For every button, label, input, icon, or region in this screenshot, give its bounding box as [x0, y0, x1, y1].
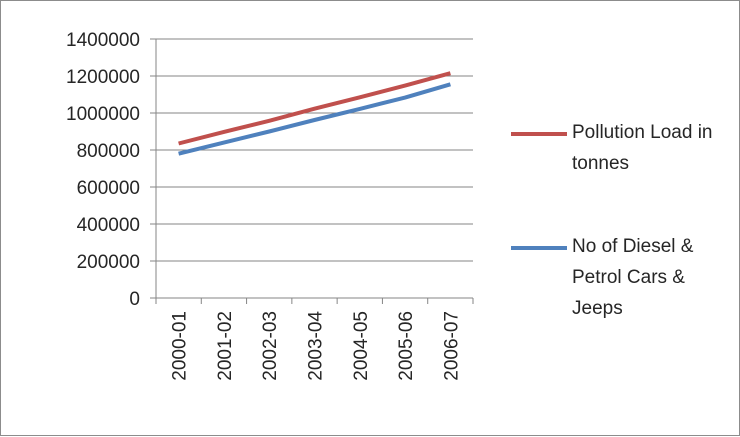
y-tick-label-0: 0 — [129, 289, 140, 310]
series-lines — [178, 71, 451, 156]
legend-swatch-series-2 — [511, 246, 567, 250]
y-tick-labels: 0 200000 400000 600000 800000 1000000 1200000 1… — [66, 30, 140, 310]
x-tick-label-6: 2006-07 — [441, 311, 462, 381]
y-tick-label-4: 800000 — [77, 141, 140, 162]
gridlines — [156, 38, 473, 262]
legend-swatch-series-1 — [511, 132, 567, 136]
x-tick-label-0: 2000-01 — [170, 311, 191, 381]
legend-label-series-1: Pollution Load in tonnes — [572, 122, 713, 174]
x-tick-label-5: 2005-06 — [396, 311, 417, 381]
y-tick-label-1: 200000 — [77, 252, 140, 273]
series-line-1 — [178, 71, 451, 146]
x-tick-label-1: 2001-02 — [215, 311, 236, 381]
y-tick-label-5: 1000000 — [66, 104, 140, 125]
y-tick-label-3: 600000 — [77, 178, 140, 199]
y-tick-label-7: 1400000 — [66, 30, 140, 51]
y-tick-label-2: 400000 — [77, 215, 140, 236]
legend-label-series-2: No of Diesel & Petrol Cars & Jeeps — [572, 236, 694, 319]
y-tick-label-6: 1200000 — [66, 67, 140, 88]
x-tick-label-3: 2003-04 — [306, 311, 327, 381]
axes — [150, 38, 474, 304]
x-tick-labels: 2000-01 2001-02 2002-03 2003-04 2004-05 2005-… — [170, 311, 463, 381]
series-line-2 — [178, 82, 451, 156]
x-tick-label-2: 2002-03 — [260, 311, 281, 381]
x-tick-label-4: 2004-05 — [351, 311, 372, 381]
